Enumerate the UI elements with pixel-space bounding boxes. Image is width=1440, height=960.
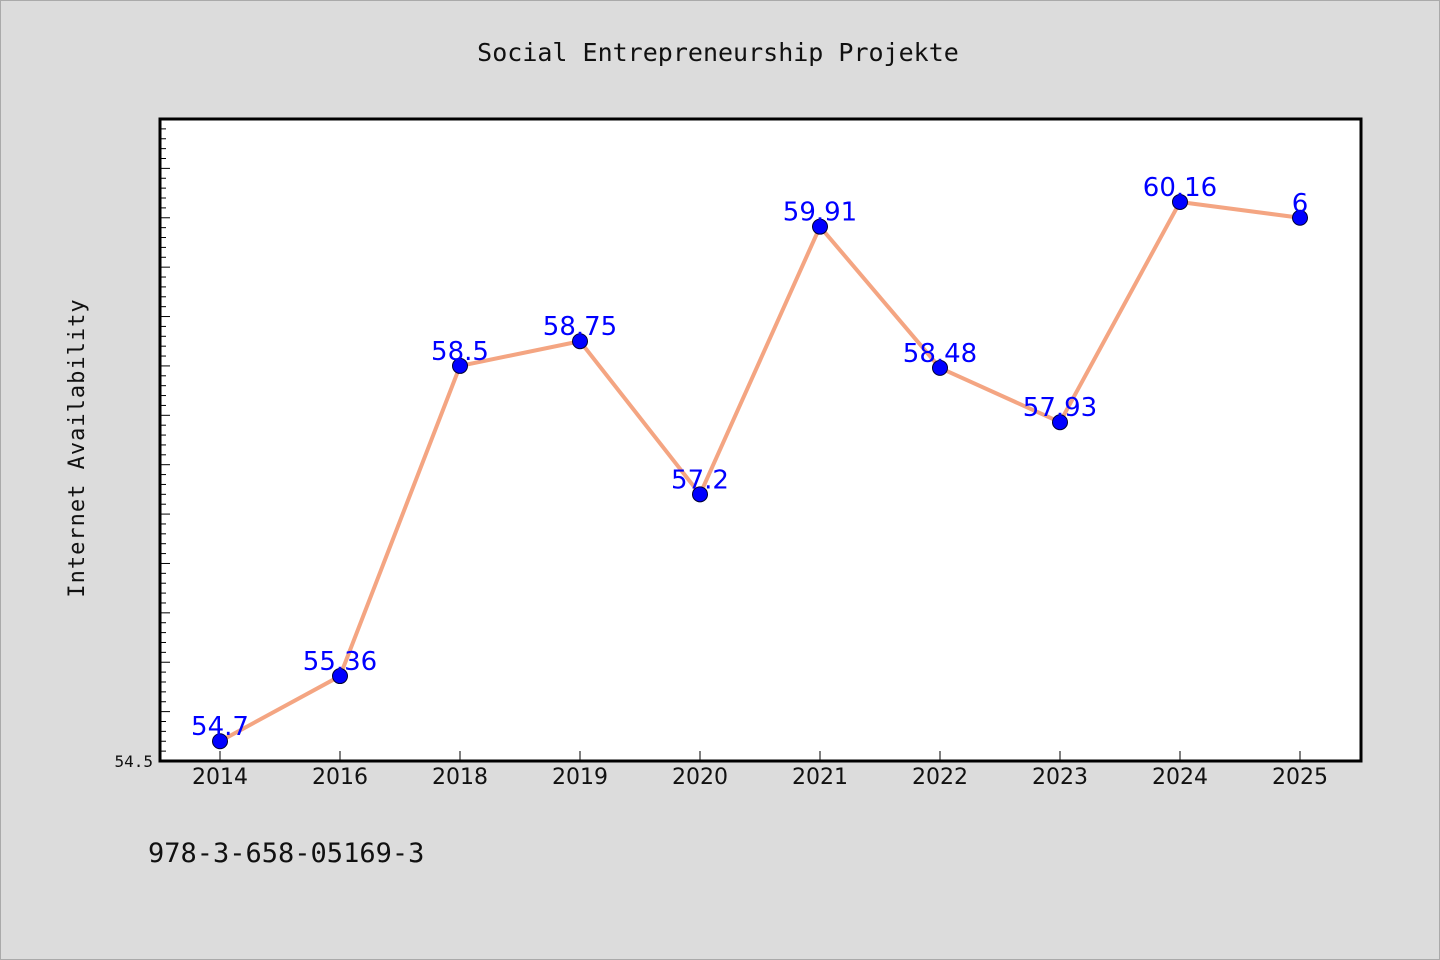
- series-line: [218, 199, 1302, 744]
- data-label: 59.91: [783, 198, 857, 228]
- data-point: [932, 359, 948, 376]
- data-label: 6: [1292, 189, 1309, 219]
- x-tick-label: 2020: [672, 765, 728, 790]
- data-label: 58.48: [903, 339, 977, 369]
- data-point: [692, 486, 708, 503]
- data-point: [572, 333, 588, 350]
- data-label: 58.5: [431, 337, 489, 367]
- data-label: 55.36: [303, 647, 377, 677]
- data-point: [1292, 209, 1308, 226]
- x-tick-label: 2019: [552, 765, 608, 790]
- data-point: [812, 218, 828, 235]
- x-tick-label: 2016: [312, 765, 368, 790]
- data-point: [1172, 193, 1188, 210]
- x-axis-ticks: [219, 751, 1301, 761]
- x-tick-label: 2021: [792, 765, 848, 790]
- x-tick-label: 2023: [1032, 765, 1088, 790]
- data-label: 57.93: [1023, 393, 1097, 423]
- data-label: 57.2: [671, 465, 729, 495]
- x-axis-tick-labels: 2014 2016 2018 2019 2020 2021 2022 2023 2024 2025: [192, 765, 1328, 790]
- y-axis-ticks: [160, 118, 170, 762]
- x-tick-label: 2022: [912, 765, 968, 790]
- data-point: [332, 668, 348, 685]
- y-axis-tick-labels: 54.5: [114, 752, 153, 771]
- data-labels: 54.7 55.36 58.5 58.75 57.2 59.91 58.48 57.93 60.…: [191, 173, 1308, 742]
- series-markers: [212, 193, 1308, 750]
- chart-title: Social Entrepreneurship Projekte: [477, 38, 959, 67]
- data-label: 54.7: [191, 712, 249, 742]
- data-point: [212, 733, 228, 750]
- data-label: 58.75: [543, 312, 617, 342]
- y-tick-label: 54.5: [114, 752, 153, 771]
- x-tick-label: 2025: [1272, 765, 1328, 790]
- data-point: [1052, 414, 1068, 431]
- data-label: 60.16: [1143, 173, 1217, 203]
- plot-area: [160, 119, 1361, 761]
- data-point: [452, 357, 468, 374]
- x-tick-label: 2024: [1152, 765, 1208, 790]
- y-axis-label: Internet Availability: [65, 298, 90, 597]
- isbn-footer: 978-3-658-05169-3: [148, 838, 424, 869]
- plot-border: [158, 117, 1363, 763]
- x-tick-label: 2014: [192, 765, 248, 790]
- x-tick-label: 2018: [432, 765, 488, 790]
